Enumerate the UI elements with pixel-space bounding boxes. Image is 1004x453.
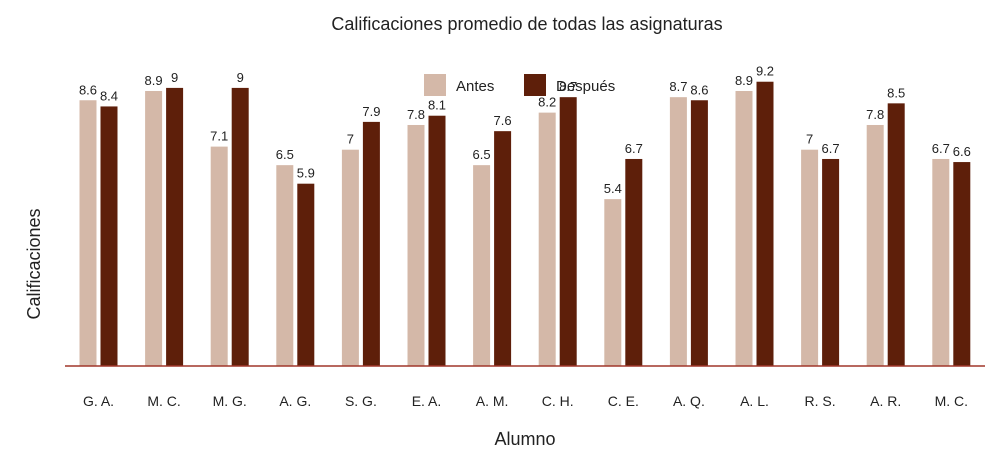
data-label-despues-13: 6.6: [953, 144, 971, 159]
bar-antes-12: [866, 124, 884, 366]
bar-antes-6: [473, 165, 491, 366]
data-label-antes-11: 7: [806, 132, 813, 147]
bar-despues-5: [428, 115, 446, 367]
x-tick-label-2: M. G.: [213, 393, 247, 409]
data-label-antes-2: 7.1: [210, 129, 228, 144]
x-tick-label-4: S. G.: [345, 393, 377, 409]
bar-despues-8: [625, 158, 643, 366]
x-tick-label-5: E. A.: [412, 393, 442, 409]
legend-swatch-antes: [424, 74, 446, 96]
bar-despues-11: [822, 158, 840, 366]
bar-antes-0: [79, 100, 97, 366]
data-label-antes-4: 7: [347, 132, 354, 147]
bar-despues-0: [100, 106, 118, 366]
x-tick-label-3: A. G.: [279, 393, 311, 409]
data-label-despues-5: 8.1: [428, 98, 446, 113]
data-label-antes-10: 8.9: [735, 73, 753, 88]
x-tick-label-8: C. E.: [608, 393, 639, 409]
bar-despues-9: [690, 100, 708, 366]
bar-despues-3: [297, 183, 315, 366]
bar-despues-4: [362, 121, 380, 366]
x-tick-label-11: R. S.: [805, 393, 836, 409]
data-label-despues-6: 7.6: [494, 113, 512, 128]
x-tick-label-1: M. C.: [147, 393, 180, 409]
data-label-antes-13: 6.7: [932, 141, 950, 156]
bar-despues-6: [494, 131, 512, 366]
legend-label-antes: Antes: [456, 78, 494, 95]
bar-despues-1: [166, 87, 184, 367]
data-label-antes-12: 7.8: [866, 107, 884, 122]
data-label-antes-0: 8.6: [79, 82, 97, 97]
bar-antes-2: [210, 146, 228, 366]
bar-despues-7: [559, 97, 577, 367]
x-tick-label-12: A. R.: [870, 393, 901, 409]
x-tick-label-13: M. C.: [935, 393, 968, 409]
legend: Antes Después: [424, 74, 615, 96]
x-tick-label-6: A. M.: [476, 393, 509, 409]
x-tick-label-0: G. A.: [83, 393, 114, 409]
data-label-antes-3: 6.5: [276, 147, 294, 162]
data-label-despues-3: 5.9: [297, 166, 315, 181]
bar-despues-12: [887, 103, 905, 366]
bars-group: [79, 81, 971, 367]
data-labels-group: 8.6 8.48.9 97.196.55.977.9 7.88.16.57.68.28…: [79, 64, 971, 196]
x-ticks-group: G. A. M. C. M. G. A. G. S. G. E. A. A. M. C. H.…: [83, 393, 968, 409]
bar-antes-13: [932, 158, 950, 366]
bar-antes-3: [276, 165, 294, 366]
y-axis-title: Calificaciones: [24, 208, 44, 319]
x-tick-label-7: C. H.: [542, 393, 574, 409]
data-label-antes-6: 6.5: [473, 147, 491, 162]
legend-swatch-despues: [524, 74, 546, 96]
data-label-despues-8: 6.7: [625, 141, 643, 156]
bar-antes-9: [669, 97, 687, 367]
data-label-despues-0: 8.4: [100, 88, 118, 103]
data-label-antes-8: 5.4: [604, 181, 622, 196]
legend-label-despues: Después: [556, 78, 615, 95]
bar-antes-4: [341, 149, 359, 366]
bar-antes-5: [407, 124, 425, 366]
data-label-despues-2: 9: [237, 70, 244, 85]
data-label-despues-12: 8.5: [887, 85, 905, 100]
data-label-despues-1: 9: [171, 70, 178, 85]
bar-antes-10: [735, 90, 753, 367]
bar-antes-11: [801, 149, 819, 366]
data-label-antes-1: 8.9: [145, 73, 163, 88]
bar-despues-2: [231, 87, 249, 367]
bar-antes-7: [538, 112, 556, 367]
data-label-despues-7: 8.7: [559, 79, 577, 94]
chart-title: Calificaciones promedio de todas las asi…: [331, 14, 722, 34]
bar-antes-1: [145, 90, 163, 367]
data-label-antes-7: 8.2: [538, 95, 556, 110]
data-label-despues-9: 8.6: [690, 82, 708, 97]
x-axis-title: Alumno: [494, 429, 555, 449]
data-label-despues-11: 6.7: [822, 141, 840, 156]
data-label-despues-4: 7.9: [362, 104, 380, 119]
x-tick-label-9: A. Q.: [673, 393, 705, 409]
bar-antes-8: [604, 199, 622, 366]
data-label-despues-10: 9.2: [756, 64, 774, 79]
data-label-antes-9: 8.7: [669, 79, 687, 94]
bar-despues-10: [756, 81, 774, 366]
bar-despues-13: [953, 162, 971, 366]
data-label-antes-5: 7.8: [407, 107, 425, 122]
x-tick-label-10: A. L.: [740, 393, 769, 409]
